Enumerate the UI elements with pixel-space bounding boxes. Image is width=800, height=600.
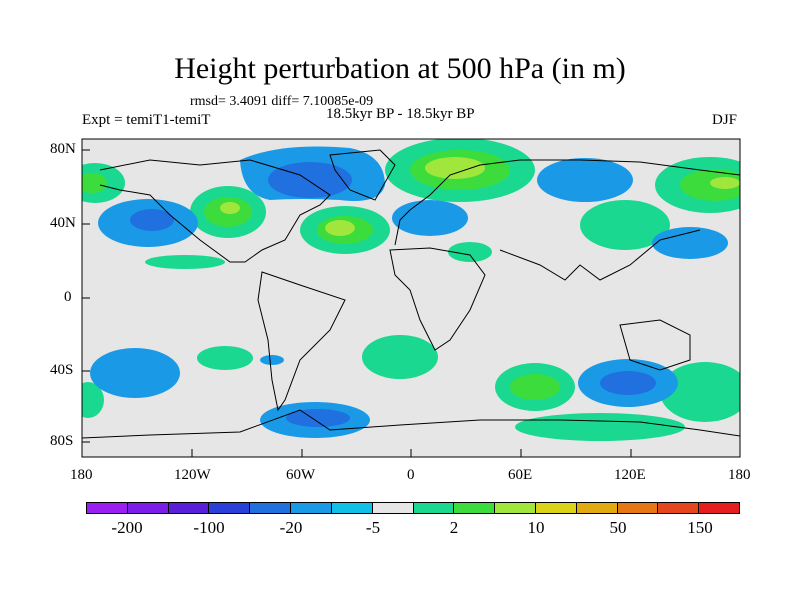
colorbar-swatch bbox=[658, 503, 700, 513]
coast-antarctica bbox=[82, 409, 740, 439]
colorbar-swatch bbox=[454, 503, 496, 513]
contour-pos bbox=[515, 413, 685, 441]
contour-fills bbox=[82, 139, 740, 441]
colorbar-swatch bbox=[576, 503, 618, 513]
contour-pos bbox=[448, 242, 492, 262]
center-label: 18.5kyr BP - 18.5kyr BP bbox=[326, 106, 475, 122]
contour-neg bbox=[392, 200, 468, 236]
colorbar-swatch bbox=[495, 503, 536, 513]
contour-pos bbox=[220, 202, 240, 214]
contour-neg bbox=[260, 355, 284, 365]
axis-ticks bbox=[81, 149, 741, 457]
contour-pos bbox=[325, 220, 355, 236]
colorbar-swatch bbox=[209, 503, 251, 513]
colorbar-swatch bbox=[413, 503, 455, 513]
lat-tick-label: 0 bbox=[64, 289, 72, 305]
lon-tick-label: 0 bbox=[407, 467, 415, 483]
lon-tick-label: 180 bbox=[728, 467, 751, 483]
season-label: DJF bbox=[712, 112, 738, 128]
contour-pos bbox=[145, 255, 225, 269]
lon-tick-label: 60E bbox=[508, 467, 533, 483]
colorbar-label: -20 bbox=[279, 518, 303, 537]
colorbar-label: -100 bbox=[193, 518, 225, 537]
plot-title: Height perturbation at 500 hPa (in m) bbox=[174, 52, 626, 85]
colorbar bbox=[86, 502, 740, 514]
left-label: Expt = temiT1-temiT bbox=[82, 112, 211, 128]
contour-pos bbox=[660, 362, 740, 422]
colorbar-label: 10 bbox=[527, 518, 545, 537]
colorbar-swatch bbox=[127, 503, 169, 513]
contour-neg bbox=[130, 209, 174, 231]
colorbar-swatch bbox=[87, 503, 128, 513]
lat-tick-label: 80N bbox=[50, 141, 76, 157]
contour-pos bbox=[362, 335, 438, 379]
coast-north-america bbox=[99, 159, 331, 263]
contour-pos bbox=[425, 157, 485, 179]
contour-pos bbox=[197, 346, 253, 370]
colorbar-label: -200 bbox=[111, 518, 143, 537]
colorbar-label: 150 bbox=[687, 518, 713, 537]
colorbar-swatch bbox=[372, 503, 414, 513]
contour-pos bbox=[580, 200, 670, 250]
contour-neg bbox=[537, 158, 633, 202]
coast-australia bbox=[619, 319, 691, 371]
coast-africa bbox=[389, 247, 486, 351]
colorbar-label: -5 bbox=[365, 518, 381, 537]
contour-neg bbox=[90, 348, 180, 398]
lon-tick-label: 120E bbox=[614, 467, 646, 483]
colorbar-swatch bbox=[617, 503, 659, 513]
colorbar-swatch bbox=[535, 503, 577, 513]
colorbar-swatch bbox=[331, 503, 373, 513]
lon-tick-label: 120W bbox=[174, 467, 211, 483]
colorbar-swatch bbox=[168, 503, 210, 513]
contour-pos bbox=[82, 382, 104, 418]
contour-pos bbox=[510, 374, 560, 400]
lon-tick-label: 60W bbox=[286, 467, 316, 483]
colorbar-label: 50 bbox=[609, 518, 627, 537]
contour-neg bbox=[286, 409, 350, 427]
coast-south-asia bbox=[499, 229, 701, 281]
lat-tick-label: 40S bbox=[50, 362, 74, 378]
contour-pos bbox=[710, 177, 740, 189]
coastlines bbox=[82, 149, 740, 439]
stats-line: rmsd= 3.4091 diff= 7.10085e-09 bbox=[190, 94, 374, 109]
colorbar-swatch bbox=[699, 503, 739, 513]
coast-europe-asia bbox=[394, 159, 740, 246]
contour-neg bbox=[268, 162, 352, 198]
lon-tick-label: 180 bbox=[70, 467, 93, 483]
lat-tick-label: 40N bbox=[50, 215, 76, 231]
contour-neg bbox=[600, 371, 656, 395]
coast-south-america bbox=[257, 271, 346, 412]
lat-tick-label: 80S bbox=[50, 433, 74, 449]
colorbar-label: 2 bbox=[449, 518, 459, 537]
colorbar-swatch bbox=[250, 503, 292, 513]
colorbar-swatch bbox=[291, 503, 332, 513]
contour-pos bbox=[82, 173, 107, 193]
contour-neg bbox=[652, 227, 728, 259]
coast-greenland bbox=[329, 149, 396, 201]
